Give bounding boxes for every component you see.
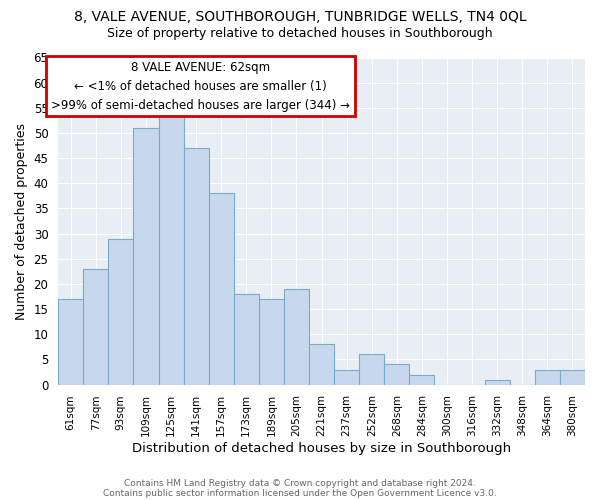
Bar [184,148,209,384]
Text: Contains HM Land Registry data © Crown copyright and database right 2024.: Contains HM Land Registry data © Crown c… [124,478,476,488]
Bar [58,299,83,384]
Bar [485,380,510,384]
Text: 8, VALE AVENUE, SOUTHBOROUGH, TUNBRIDGE WELLS, TN4 0QL: 8, VALE AVENUE, SOUTHBOROUGH, TUNBRIDGE … [74,10,526,24]
Text: Size of property relative to detached houses in Southborough: Size of property relative to detached ho… [107,28,493,40]
Y-axis label: Number of detached properties: Number of detached properties [15,122,28,320]
Bar [560,370,585,384]
Bar [133,128,158,384]
Bar [409,374,434,384]
Bar [359,354,384,384]
Bar [209,194,234,384]
Bar [284,289,309,384]
Bar [83,269,109,384]
X-axis label: Distribution of detached houses by size in Southborough: Distribution of detached houses by size … [132,442,511,455]
Bar [259,299,284,384]
Text: Contains public sector information licensed under the Open Government Licence v3: Contains public sector information licen… [103,488,497,498]
Bar [535,370,560,384]
Text: 8 VALE AVENUE: 62sqm
← <1% of detached houses are smaller (1)
>99% of semi-detac: 8 VALE AVENUE: 62sqm ← <1% of detached h… [51,61,350,112]
Bar [109,238,133,384]
Bar [334,370,359,384]
Bar [234,294,259,384]
Bar [309,344,334,385]
Bar [158,113,184,384]
Bar [384,364,409,384]
